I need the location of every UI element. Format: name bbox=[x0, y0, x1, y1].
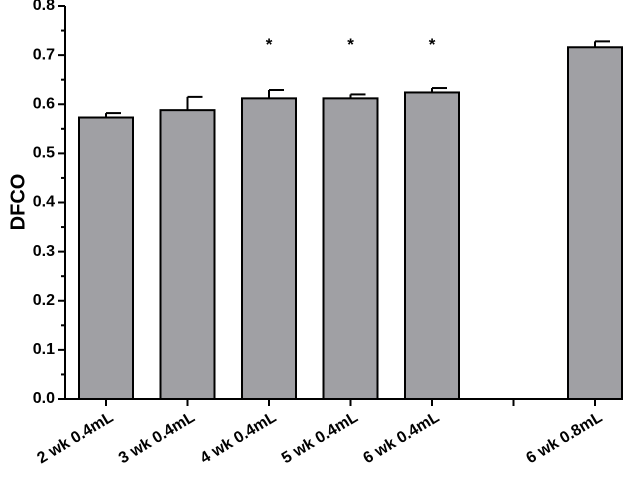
y-tick-label: 0.3 bbox=[33, 243, 55, 260]
y-tick-label: 0.7 bbox=[33, 46, 55, 63]
y-axis: 0.0 0.1 0.2 0.3 0.4 0.5 0.6 0.7 0.8 bbox=[33, 0, 66, 407]
y-tick-label: 0.6 bbox=[33, 95, 55, 112]
y-tick-label: 0.8 bbox=[33, 0, 55, 14]
significance-marker: * bbox=[266, 35, 273, 54]
bar-group: * bbox=[241, 35, 297, 400]
bar-group bbox=[567, 40, 623, 400]
y-tick-label: 0.0 bbox=[33, 390, 55, 407]
bar bbox=[78, 116, 134, 400]
x-tick-label: 6 wk 0.8mL bbox=[523, 409, 605, 468]
x-tick-label: 6 wk 0.4mL bbox=[360, 409, 442, 468]
bar-group bbox=[159, 95, 216, 401]
bar-group: * bbox=[404, 35, 460, 401]
x-tick-label: 2 wk 0.4mL bbox=[34, 409, 116, 468]
x-tick-label: 4 wk 0.4mL bbox=[197, 409, 279, 468]
y-tick-label: 0.1 bbox=[33, 341, 55, 358]
bar bbox=[404, 91, 460, 401]
y-axis-title: DFCO bbox=[7, 174, 29, 231]
y-tick-label: 0.4 bbox=[33, 194, 55, 211]
significance-marker: * bbox=[347, 35, 354, 54]
x-tick-label: 3 wk 0.4mL bbox=[116, 409, 198, 468]
bar-group: * bbox=[322, 35, 379, 400]
x-tick-label: 5 wk 0.4mL bbox=[279, 409, 361, 468]
bar bbox=[241, 97, 297, 400]
bar bbox=[159, 109, 216, 401]
y-tick-label: 0.5 bbox=[33, 145, 55, 162]
bar bbox=[567, 46, 623, 400]
x-axis: 2 wk 0.4mL 3 wk 0.4mL 4 wk 0.4mL 5 wk 0.4mL… bbox=[34, 398, 620, 468]
bars: * * * bbox=[78, 35, 623, 401]
y-tick-label: 0.2 bbox=[33, 292, 55, 309]
bar bbox=[322, 97, 379, 400]
significance-marker: * bbox=[429, 35, 436, 54]
bar-group bbox=[78, 112, 134, 400]
